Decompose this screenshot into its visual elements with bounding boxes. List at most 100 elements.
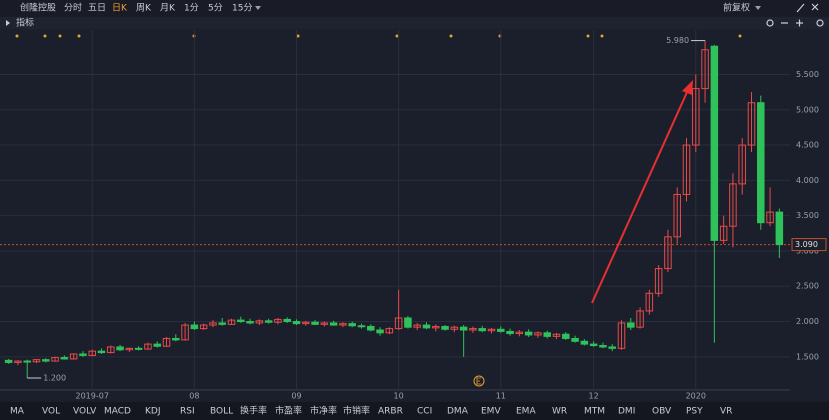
draw-icon[interactable] — [796, 3, 805, 13]
period-tab[interactable]: 1分 — [184, 3, 199, 14]
candle-body — [524, 331, 533, 336]
period-tab[interactable]: 5分 — [208, 3, 223, 14]
candle-body — [506, 330, 514, 335]
event-marker[interactable] — [586, 34, 590, 38]
indicator-tab[interactable]: PSY — [686, 407, 703, 417]
search-icon[interactable] — [766, 19, 774, 27]
candle-body — [162, 337, 171, 347]
indicator-header: 指标 — [16, 17, 34, 29]
candle-body — [664, 236, 672, 270]
candle-body — [441, 325, 449, 330]
y-tick-label: 3.500 — [796, 211, 819, 220]
event-marker[interactable] — [738, 34, 742, 38]
candle-body — [116, 346, 124, 351]
period-tab[interactable]: 15分 — [232, 3, 252, 14]
event-marker[interactable] — [449, 34, 453, 38]
candle-body — [339, 323, 347, 326]
candle-body — [60, 357, 69, 360]
candle-body — [153, 343, 161, 347]
candle-body — [589, 343, 598, 347]
indicator-tab[interactable]: DMI — [618, 407, 635, 417]
toolbar-icons — [766, 3, 824, 27]
candle-body — [710, 45, 719, 241]
candle-body — [385, 328, 394, 334]
candle-body — [580, 340, 589, 345]
collapse-icon[interactable] — [6, 20, 10, 26]
indicator-tab[interactable]: CCI — [417, 407, 432, 417]
candle-body — [394, 317, 403, 330]
candle-body — [701, 49, 709, 90]
indicator-tab[interactable]: DMA — [447, 407, 469, 417]
candle-body — [107, 346, 115, 354]
candle-body — [775, 211, 784, 246]
candle-body — [311, 321, 319, 325]
candle-body — [692, 88, 700, 146]
event-e-marker[interactable] — [473, 375, 485, 387]
candle-body — [627, 322, 635, 328]
event-marker[interactable] — [296, 34, 300, 38]
indicator-tab[interactable]: 市销率 — [343, 405, 370, 417]
period-tab[interactable]: 五日 — [88, 3, 106, 14]
indicator-tab[interactable]: 换手率 — [240, 405, 267, 417]
indicator-tab[interactable]: 市净率 — [310, 405, 337, 417]
candle-body — [134, 347, 143, 350]
event-marker[interactable] — [600, 34, 604, 38]
candle-body — [255, 320, 264, 324]
indicator-tab[interactable]: KDJ — [145, 407, 161, 417]
indicator-tab[interactable]: MA — [10, 407, 25, 417]
candle-body — [422, 324, 431, 329]
indicator-tab[interactable]: VR — [720, 407, 732, 417]
period-tab[interactable]: 月K — [160, 3, 176, 14]
event-e-letter — [476, 377, 481, 385]
adjust-select[interactable]: 前复权 — [723, 2, 750, 14]
candle-body — [645, 292, 654, 312]
candle-body — [329, 322, 338, 326]
indicator-tab[interactable]: 市盈率 — [275, 405, 302, 417]
zoom-icons[interactable] — [781, 19, 803, 27]
event-marker[interactable] — [395, 34, 399, 38]
candle-body — [32, 359, 41, 363]
stock-name[interactable]: 创隆控股 — [20, 2, 56, 14]
indicator-tab[interactable]: EMA — [516, 407, 536, 417]
candle-body — [617, 322, 626, 349]
indicator-tab[interactable]: MTM — [584, 407, 605, 417]
y-tick-label: 5.000 — [796, 105, 819, 114]
event-marker[interactable] — [77, 34, 81, 38]
candle-body — [264, 320, 273, 323]
candle-body — [534, 332, 542, 336]
period-tab[interactable]: 日K — [112, 3, 128, 14]
candle-body — [125, 347, 134, 351]
candle-body — [413, 324, 421, 328]
indicator-tab[interactable]: VOLV — [73, 407, 97, 417]
candle-body — [766, 211, 774, 224]
candle-body — [404, 317, 412, 328]
event-marker[interactable] — [15, 34, 19, 38]
candle-body — [209, 322, 217, 326]
indicator-tab[interactable]: ARBR — [378, 407, 403, 417]
candle-body — [199, 324, 208, 330]
indicator-tab[interactable]: RSI — [180, 407, 195, 417]
adjust-dropdown[interactable] — [755, 6, 761, 10]
indicator-tab[interactable]: BOLL — [210, 407, 233, 417]
period-tab[interactable]: 分时 — [64, 2, 82, 14]
indicator-tab[interactable]: WR — [552, 407, 567, 417]
period-tab[interactable]: 周K — [136, 3, 152, 14]
event-marker[interactable] — [58, 34, 62, 38]
indicator-tab[interactable]: MACD — [104, 407, 131, 417]
candle-body — [246, 321, 254, 324]
candle-body — [682, 144, 691, 195]
candle-body — [571, 337, 579, 342]
y-tick-label: 2.500 — [796, 282, 819, 291]
expand-icon[interactable] — [811, 3, 819, 11]
settings-icon[interactable] — [816, 19, 824, 27]
indicator-header-bar — [0, 17, 829, 29]
candle-body — [97, 350, 106, 354]
indicator-tab[interactable]: OBV — [652, 407, 672, 417]
indicator-tab[interactable]: VOL — [42, 407, 60, 417]
x-tick-label: 2020 — [686, 392, 706, 401]
event-marker[interactable] — [43, 34, 47, 38]
indicator-tab[interactable]: EMV — [481, 407, 501, 417]
candle-body — [654, 268, 663, 294]
more-dropdown[interactable] — [255, 6, 261, 10]
